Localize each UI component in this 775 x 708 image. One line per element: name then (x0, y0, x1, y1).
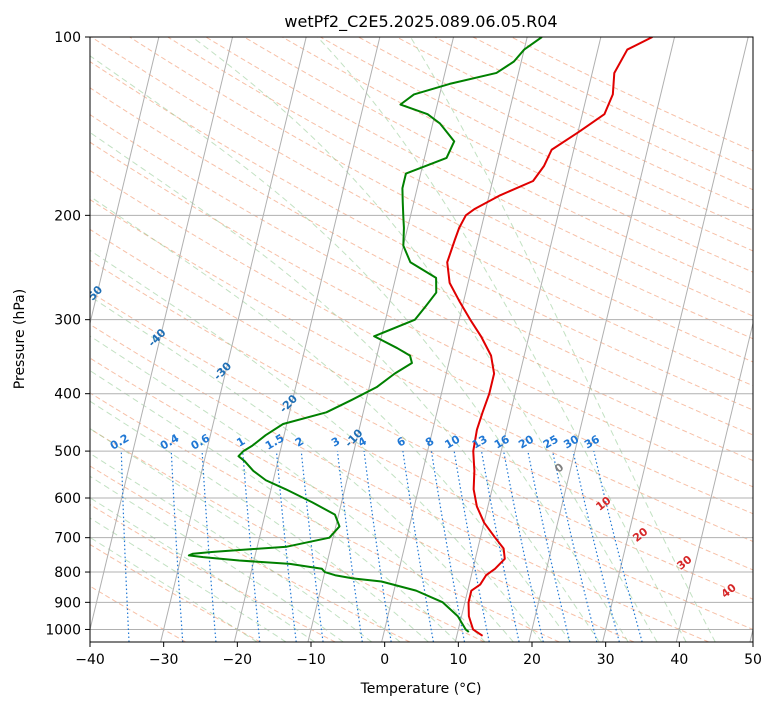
isotherm-line (381, 37, 528, 642)
x-axis: −40 −30 −20 −10 0 10 20 30 40 50 (75, 642, 762, 668)
dry-adiabat-line (90, 61, 753, 411)
x-tick-label: 0 (380, 652, 389, 668)
y-tick-label: 600 (54, 491, 81, 507)
dry-adiabat-line (90, 291, 753, 630)
chart-title: wetPf2_C2E5.2025.089.06.05.R04 (284, 12, 557, 32)
mixing-ratio-line (551, 450, 598, 642)
x-tick-label: 40 (670, 652, 688, 668)
dry-adiabat-line (91, 37, 753, 387)
dry-adiabat-line (90, 323, 709, 642)
moist-adiabat-line (410, 37, 716, 642)
y-tick-label: 700 (54, 531, 81, 547)
moist-adiabat-line (90, 55, 629, 642)
moist-adiabat-line (90, 131, 600, 642)
x-tick-label: 30 (597, 652, 615, 668)
y-tick-label: 200 (54, 208, 81, 224)
y-tick-label: 300 (54, 313, 81, 329)
moist-adiabat-line (90, 475, 344, 642)
isotherm-line (90, 37, 160, 326)
isotherm-line (90, 37, 234, 632)
dry-adiabat-line (90, 114, 753, 462)
x-tick-label: −30 (149, 652, 179, 668)
isotherm-line (602, 37, 749, 642)
mixing-ratio-line (503, 450, 544, 642)
x-tick-label: −10 (296, 652, 326, 668)
mixing-ratio-line (572, 450, 620, 642)
dry-adiabat-line (90, 585, 187, 642)
isotherm-line (675, 321, 753, 642)
moist-adiabat-line (90, 400, 429, 642)
y-tick-label: 900 (54, 595, 81, 611)
dry-adiabat-line (90, 87, 753, 436)
mixing-ratio-line (275, 451, 297, 642)
moist-adiabat-line (90, 452, 373, 642)
x-tick-label: −40 (75, 652, 105, 668)
plot-frame (89, 36, 754, 643)
temperature-profile-line (446, 37, 653, 637)
dry-adiabat-line (90, 198, 753, 542)
x-tick-label: 10 (449, 652, 467, 668)
x-tick-label: 50 (744, 652, 762, 668)
mixing-ratio-line (527, 450, 571, 642)
dewpoint-profile-line (187, 37, 543, 633)
moist-adiabat-line (90, 370, 458, 642)
isotherm-line (528, 37, 676, 642)
background-lines (90, 37, 753, 642)
moist-adiabat-line (90, 195, 571, 642)
isotherm-line (233, 37, 381, 642)
isotherm-line (160, 37, 307, 642)
mixing-ratio-line (201, 451, 217, 642)
mixing-ratio-line (336, 451, 363, 642)
dry-adiabat-line (90, 428, 485, 642)
moist-adiabat-line (317, 37, 687, 642)
mixing-ratio-line (480, 450, 520, 642)
data-lines (187, 37, 653, 637)
mixing-ratio-line (593, 450, 643, 642)
mixing-ratio-line (242, 451, 261, 642)
x-axis-title: Temperature (°C) (360, 681, 482, 697)
y-tick-label: 500 (54, 444, 81, 460)
dry-adiabat-line (243, 37, 753, 295)
moist-adiabat-line (90, 249, 543, 642)
y-tick-label: 1000 (45, 622, 81, 638)
mixing-ratio-line (300, 451, 324, 642)
dry-adiabat-line (90, 503, 336, 642)
y-tick-label: 400 (54, 387, 81, 403)
mixing-ratio-line (363, 451, 392, 642)
moist-adiabat-line (90, 335, 486, 642)
y-tick-label: 100 (54, 30, 81, 46)
x-tick-label: 20 (523, 652, 541, 668)
y-axis: 100 200 300 400 500 600 700 800 900 1000 (45, 30, 90, 638)
y-tick-label: 800 (54, 565, 81, 581)
moist-adiabat-line (90, 497, 316, 642)
x-tick-label: −20 (223, 652, 253, 668)
dry-adiabat-line (90, 259, 753, 600)
isotherm-line (454, 37, 602, 642)
y-axis-title: Pressure (hPa) (12, 289, 28, 389)
